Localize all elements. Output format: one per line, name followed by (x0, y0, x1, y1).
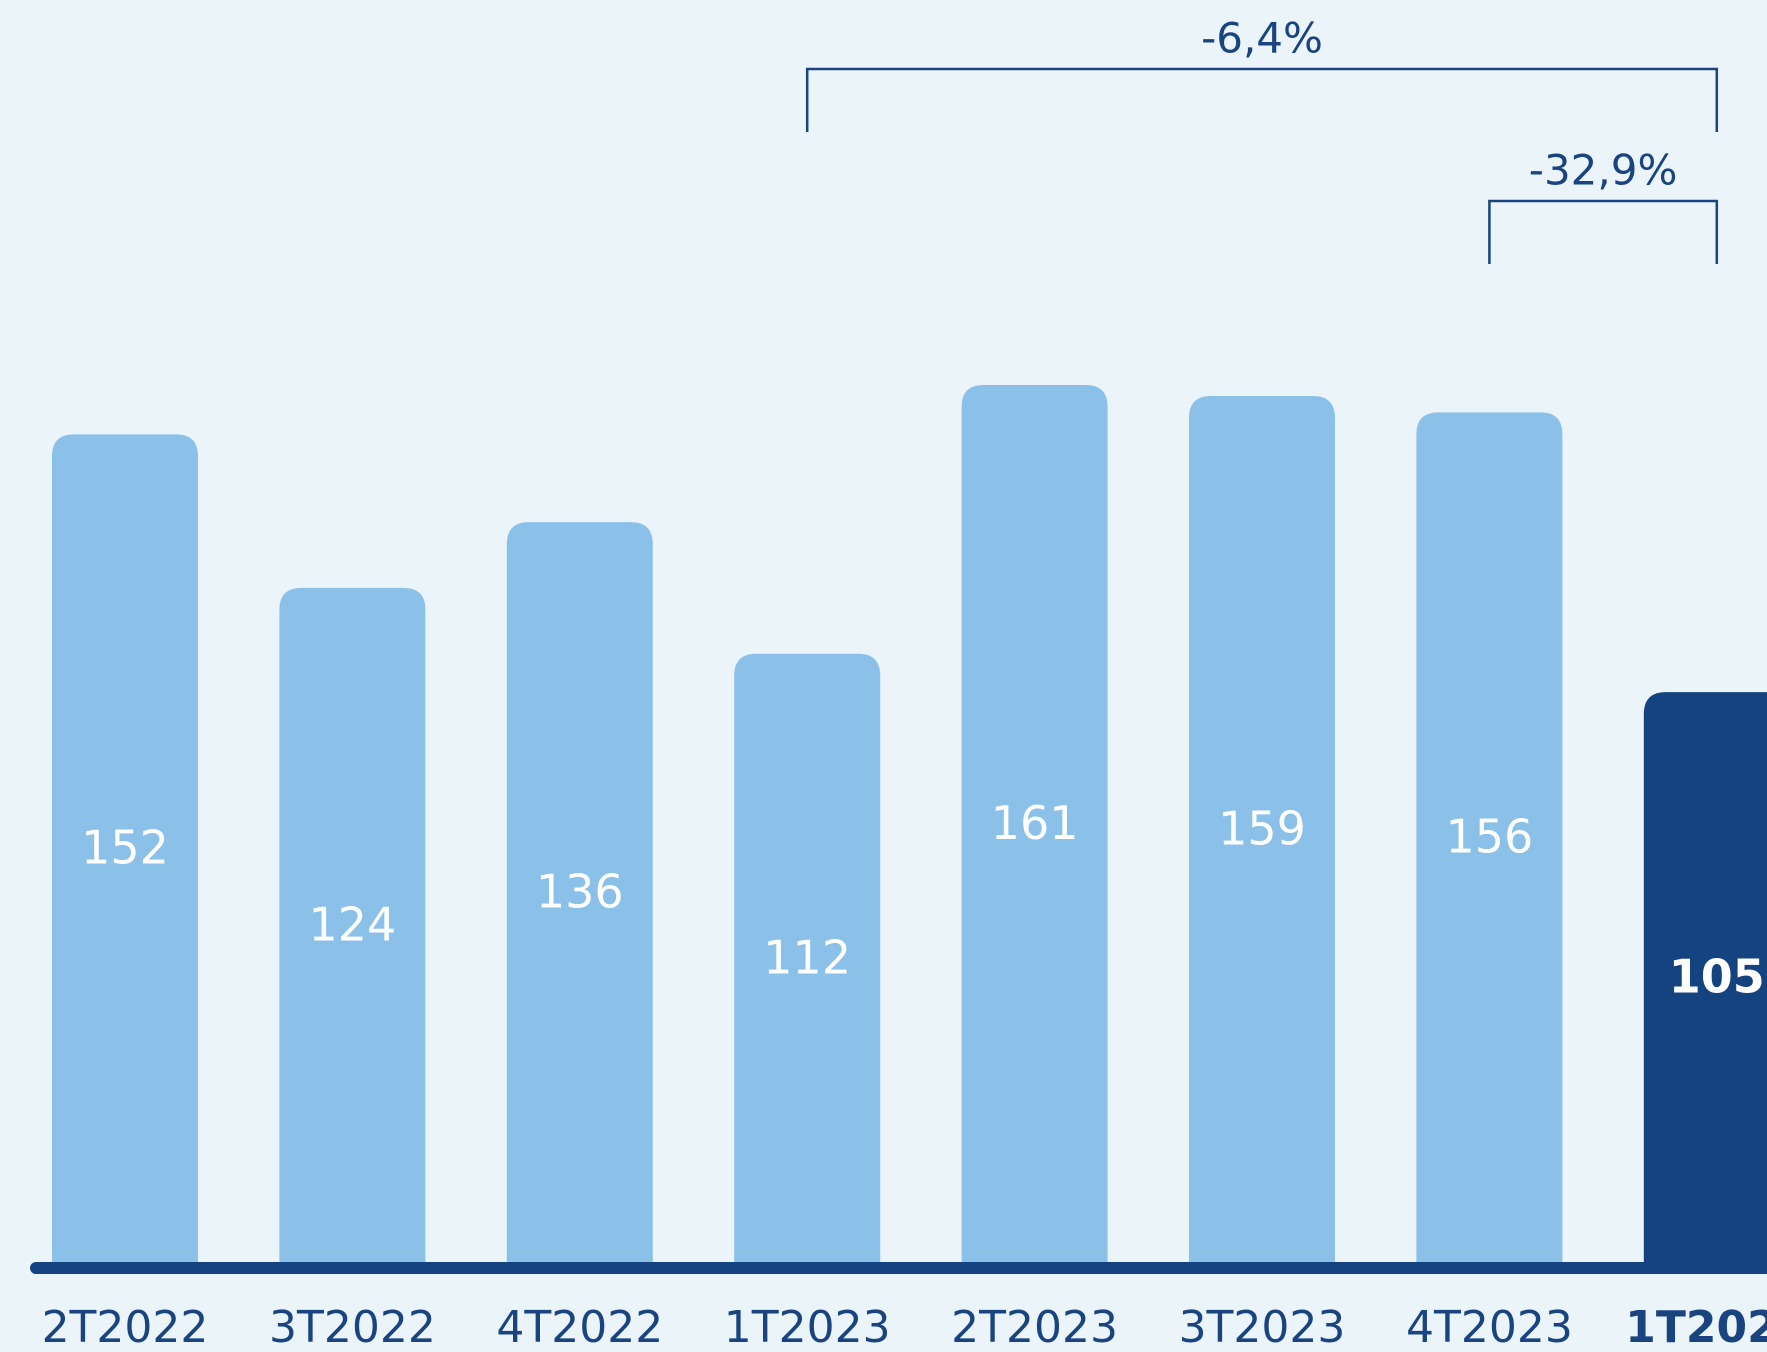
bar (961, 385, 1108, 1268)
bar (734, 653, 881, 1268)
x-tick-label: 4T2022 (496, 1302, 663, 1352)
bar (506, 522, 653, 1268)
value-label: 112 (763, 930, 851, 984)
bar (1189, 395, 1335, 1268)
x-tick-label: 4T2023 (1406, 1302, 1573, 1352)
value-label: 161 (991, 796, 1079, 850)
x-tick-label: 3T2022 (269, 1302, 436, 1352)
value-label: 124 (308, 897, 396, 951)
annotation: -32,9% (1529, 146, 1678, 195)
value-label: 136 (536, 865, 624, 919)
bracket (805, 67, 1719, 132)
value-label: 105 (1669, 950, 1765, 1004)
bar (52, 434, 198, 1269)
x-tick-label: 1T2024 (1625, 1302, 1767, 1352)
x-tick-label: 1T2023 (724, 1302, 891, 1352)
bar (1643, 692, 1767, 1268)
bracket (1488, 199, 1719, 264)
x-tick-label: 3T2023 (1179, 1302, 1346, 1352)
bar (1416, 412, 1563, 1268)
value-label: 152 (81, 821, 169, 875)
value-label: 156 (1445, 810, 1533, 864)
annotation: -6,4% (1201, 14, 1323, 63)
bar (279, 587, 426, 1268)
x-tick-label: 2T2022 (42, 1302, 209, 1352)
x-tick-label: 2T2023 (951, 1302, 1118, 1352)
value-label: 159 (1218, 801, 1306, 855)
